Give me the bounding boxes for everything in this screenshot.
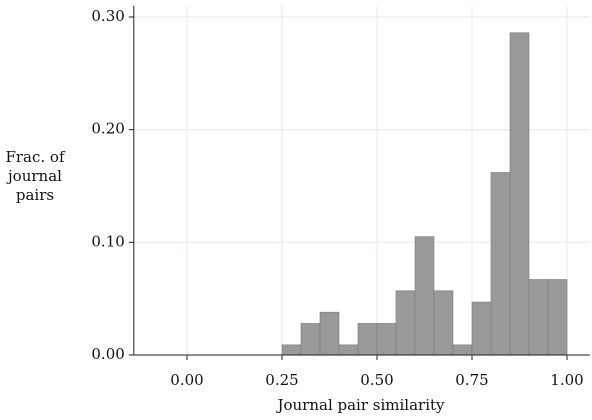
y-axis-label: Frac. of journal pairs: [5, 148, 65, 204]
y-tick-label: 0.20: [91, 120, 124, 138]
bar: [395, 290, 416, 356]
bar: [357, 323, 378, 356]
bar: [414, 236, 435, 356]
bar: [319, 311, 340, 356]
bar: [338, 344, 359, 356]
bar: [547, 279, 568, 356]
x-tick-label: 0.00: [170, 371, 203, 389]
bar: [281, 344, 302, 356]
bar: [433, 290, 454, 356]
x-tick-label: 0.50: [360, 371, 393, 389]
bar: [452, 344, 473, 356]
bar: [471, 301, 492, 356]
x-axis-label: Journal pair similarity: [275, 396, 445, 414]
bar: [528, 279, 549, 356]
x-tick-label: 0.75: [455, 371, 488, 389]
bar: [376, 323, 397, 356]
bar: [300, 323, 321, 356]
y-tick-label: 0.00: [91, 345, 124, 363]
x-tick-label: 0.25: [265, 371, 298, 389]
bar: [490, 172, 511, 356]
y-tick-label: 0.30: [91, 7, 124, 25]
bar: [509, 32, 530, 356]
y-tick-label: 0.10: [91, 232, 124, 250]
x-tick-label: 1.00: [550, 371, 583, 389]
